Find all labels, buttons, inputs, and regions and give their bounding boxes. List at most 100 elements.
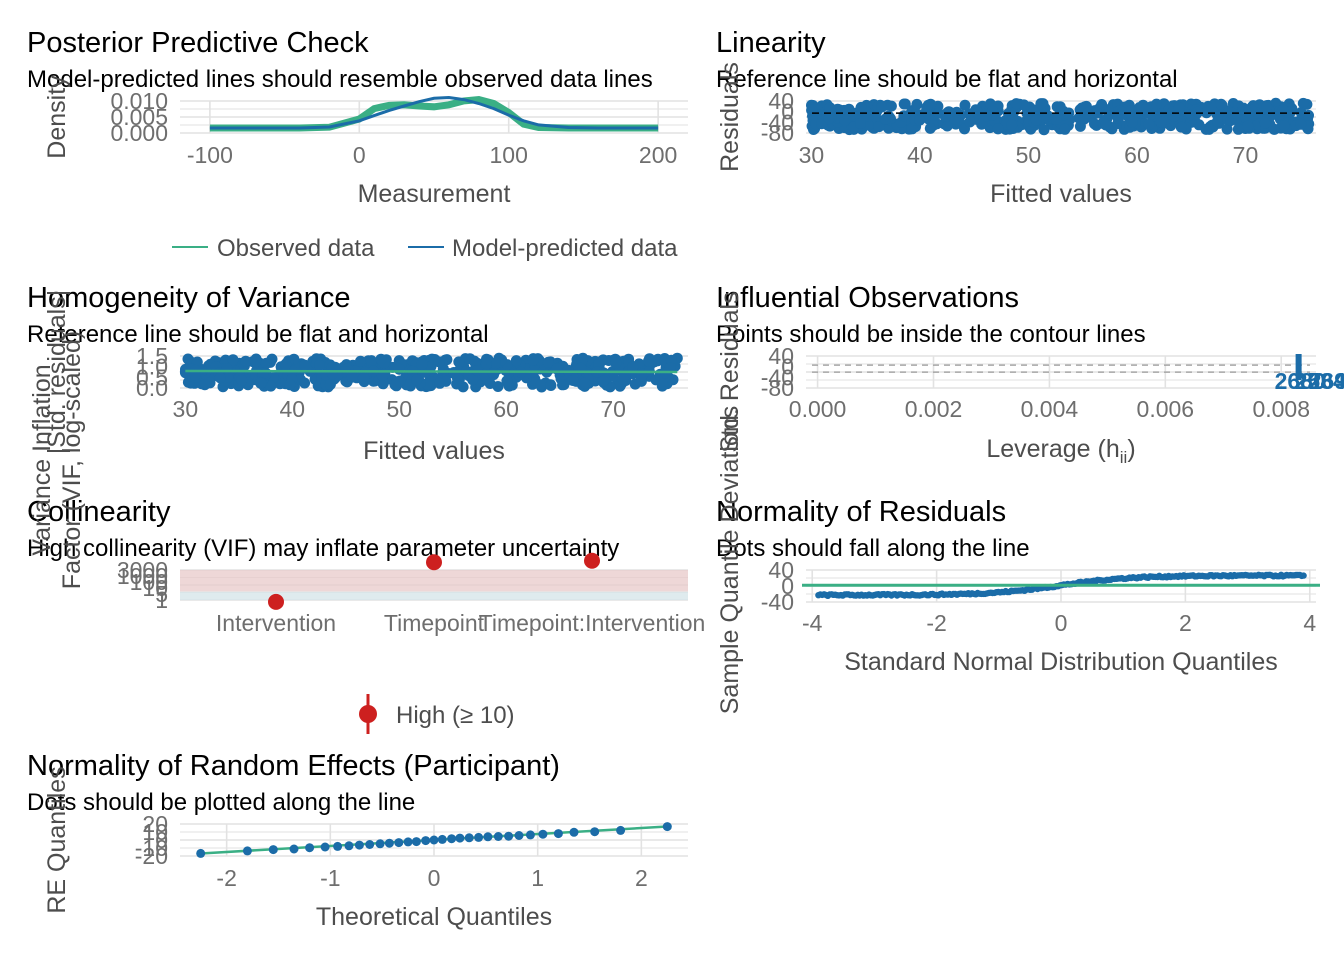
x-axis-label-sub: ii xyxy=(1120,448,1128,467)
x-tick-label: 0 xyxy=(353,142,366,168)
panel-title: Posterior Predictive Check xyxy=(27,27,369,59)
data-point xyxy=(375,839,385,849)
data-point xyxy=(951,106,963,118)
panel-ppc: Posterior Predictive Check Model-predicte… xyxy=(27,27,688,262)
data-point xyxy=(921,102,933,113)
y-axis-label: RE Quantiles xyxy=(43,766,71,913)
x-tick-label: -4 xyxy=(802,610,823,636)
data-point xyxy=(514,831,524,840)
data-point xyxy=(1200,123,1212,135)
data-point xyxy=(1242,120,1254,132)
data-point xyxy=(855,118,866,129)
legend-label-observed: Observed data xyxy=(217,235,375,262)
marks xyxy=(196,822,672,858)
data-point xyxy=(501,375,513,387)
data-point xyxy=(1173,102,1185,114)
data-point xyxy=(346,371,358,383)
data-point xyxy=(911,98,923,110)
data-point xyxy=(268,845,278,855)
data-point xyxy=(643,355,654,367)
x-axis-label-text: Standard Normal Distribution Quantiles xyxy=(844,648,1278,676)
data-point xyxy=(1300,572,1307,579)
data-point xyxy=(914,114,926,126)
y-tick-label: 1000 xyxy=(117,563,168,589)
x-axis-label-text: Measurement xyxy=(358,180,511,208)
data-point xyxy=(447,834,457,844)
x-axis-label-text: Theoretical Quantiles xyxy=(316,903,552,931)
data-point xyxy=(1030,114,1042,126)
series-line-observed xyxy=(209,96,659,132)
data-point xyxy=(885,100,897,112)
data-point xyxy=(590,827,600,837)
x-tick-label: 2 xyxy=(1179,610,1192,636)
data-point xyxy=(437,834,447,844)
data-point xyxy=(1303,109,1314,121)
high-vif-band xyxy=(180,570,688,592)
x-axis-label-end: ) xyxy=(1127,435,1135,463)
y-axis-label-line-1: Variance Inflation xyxy=(28,364,56,555)
data-point xyxy=(1268,123,1280,135)
data-point xyxy=(545,380,557,391)
data-point xyxy=(1232,123,1244,135)
y-tick-label: 0 xyxy=(155,827,168,853)
data-point xyxy=(980,110,992,122)
x-axis-label: Fitted values xyxy=(990,180,1132,208)
x-axis-label: Standard Normal Distribution Quantiles xyxy=(844,648,1278,676)
x-tick-label: 0.004 xyxy=(1021,396,1079,422)
data-point xyxy=(221,363,233,374)
data-point xyxy=(487,368,499,380)
data-point xyxy=(314,359,325,371)
data-point xyxy=(964,116,976,128)
data-point xyxy=(657,378,669,390)
data-point xyxy=(481,353,492,365)
y-tick-label: 40 xyxy=(768,88,794,114)
data-point xyxy=(510,355,522,367)
panel-subtitle: High collinearity (VIF) may inflate para… xyxy=(27,535,619,562)
vif-point xyxy=(584,552,600,569)
x-axis-label-text: Leverage (h xyxy=(986,435,1119,463)
data-point xyxy=(1240,105,1252,117)
data-point xyxy=(992,123,1004,135)
data-point xyxy=(434,377,446,389)
x-axis-label: Fitted values xyxy=(363,437,505,465)
legend: High (≥ 10) xyxy=(359,694,515,734)
data-point xyxy=(553,829,563,839)
data-point xyxy=(333,841,343,851)
data-point xyxy=(662,822,672,832)
leverage-points xyxy=(1295,354,1302,380)
marks xyxy=(806,97,1315,136)
data-point xyxy=(569,827,579,837)
data-point xyxy=(1103,107,1115,119)
data-point xyxy=(416,359,428,371)
marks xyxy=(802,571,1320,599)
data-point xyxy=(1091,107,1103,119)
x-tick-label: 30 xyxy=(799,142,825,168)
data-point xyxy=(906,123,918,135)
data-point xyxy=(453,356,465,368)
data-point xyxy=(255,377,267,389)
data-point xyxy=(876,101,888,113)
data-point xyxy=(1192,106,1204,118)
data-point xyxy=(493,832,503,841)
data-point xyxy=(1100,119,1112,131)
panel-title: Homogeneity of Variance xyxy=(27,282,350,314)
data-point xyxy=(1006,119,1018,131)
data-point xyxy=(1278,120,1290,131)
marks xyxy=(179,352,683,393)
data-point xyxy=(365,840,375,849)
x-tick-label: Intervention xyxy=(216,610,336,636)
x-tick-label: -1 xyxy=(320,865,340,891)
data-point xyxy=(490,357,501,369)
data-point xyxy=(324,379,336,390)
data-point xyxy=(464,833,474,843)
data-point xyxy=(1089,118,1100,130)
y-tick-label: -10 xyxy=(135,835,168,861)
data-point xyxy=(411,837,421,847)
x-axis-label-text: Fitted values xyxy=(990,180,1132,208)
point-label: 2680 xyxy=(1275,368,1326,394)
y-tick-label: 3000 xyxy=(117,557,168,583)
x-tick-label: 40 xyxy=(279,396,305,422)
data-point xyxy=(451,378,463,390)
y-tick-label: 0.010 xyxy=(110,88,168,114)
